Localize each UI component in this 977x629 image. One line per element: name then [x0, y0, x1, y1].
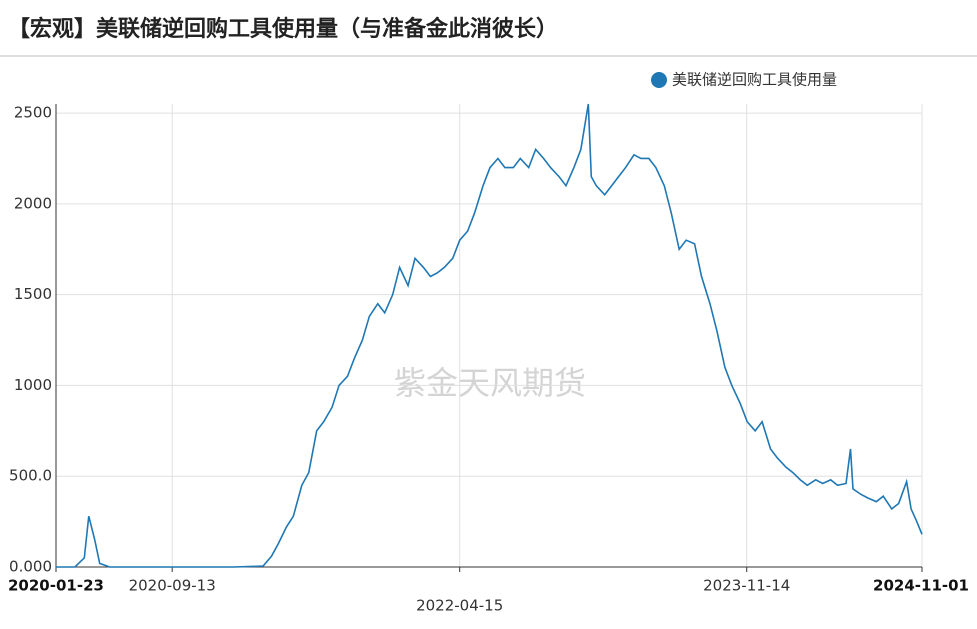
- x-tick-label: 2022-04-15: [416, 597, 503, 615]
- y-tick-label: 2000: [14, 194, 52, 212]
- y-tick-label: 2500: [14, 104, 52, 122]
- x-tick-label: 2023-11-14: [703, 577, 790, 595]
- x-tick-label: 2024-11-01: [873, 577, 969, 595]
- y-tick-label: 500.0: [9, 467, 52, 485]
- data-line: [56, 103, 923, 568]
- chart-title: 【宏观】美联储逆回购工具使用量（与准备金此消彼长）: [8, 16, 558, 42]
- y-tick-label: 0.000: [9, 558, 52, 576]
- legend-label: 美联储逆回购工具使用量: [672, 71, 837, 89]
- y-tick-label: 1000: [14, 376, 52, 394]
- watermark: 紫金天风期货: [394, 364, 586, 402]
- y-tick-label: 1500: [14, 285, 52, 303]
- legend-marker: [651, 72, 667, 88]
- x-tick-label: 2020-09-13: [129, 577, 216, 595]
- x-tick-label: 2020-01-23: [8, 577, 104, 595]
